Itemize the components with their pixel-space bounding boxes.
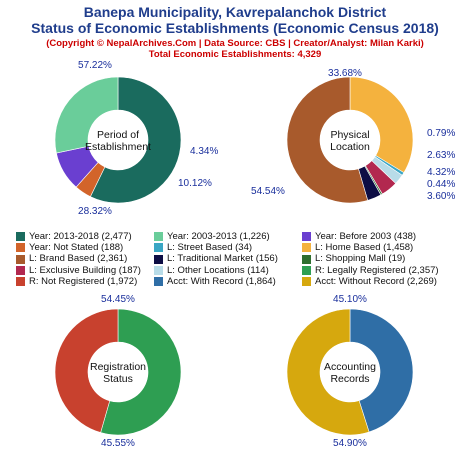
legend-label: L: Shopping Mall (19) (315, 253, 406, 265)
donut-hole (88, 342, 148, 402)
legend-item: L: Traditional Market (156) (154, 253, 302, 264)
legend-item: Year: Before 2003 (438) (302, 231, 470, 242)
legend-swatch (302, 276, 311, 286)
legend-swatch (302, 243, 311, 253)
legend-swatch (16, 254, 25, 264)
legend-swatch (154, 232, 163, 242)
donut-hole (320, 110, 380, 170)
legend-swatch (302, 254, 311, 264)
legend-swatch (16, 265, 25, 275)
title-line-2: Status of Economic Establishments (Econo… (31, 20, 439, 36)
legend-item: L: Other Locations (114) (154, 265, 302, 276)
legend-label: Year: Before 2003 (438) (315, 231, 417, 242)
slice-percent-label: 10.12% (178, 178, 212, 189)
legend-item: Acct: Without Record (2,269) (302, 276, 470, 287)
legend-label: Year: 2003-2013 (1,226) (167, 231, 270, 242)
slice-percent-label: 4.34% (190, 146, 218, 157)
legend-item: Acct: With Record (1,864) (154, 276, 302, 287)
donut-center-title: Establishment (85, 141, 151, 153)
legend-label: L: Brand Based (2,361) (29, 253, 128, 265)
legend-label: L: Traditional Market (156) (167, 253, 278, 265)
legend-swatch (302, 232, 311, 242)
legend-label: L: Exclusive Building (187) (29, 264, 141, 276)
slice-percent-label: 45.55% (101, 438, 135, 449)
legend-label: R: Not Registered (1,972) (29, 275, 138, 287)
donut-hole (88, 110, 148, 170)
legend-swatch (154, 254, 163, 264)
legend-swatch (16, 232, 25, 242)
donut-center-title: Period of (97, 129, 139, 141)
copyright-line: (Copyright © NepalArchives.Com | Data So… (46, 38, 424, 49)
legend-label: L: Other Locations (114) (167, 264, 269, 276)
legend-swatch (302, 265, 311, 275)
legend-item: R: Not Registered (1,972) (16, 276, 154, 287)
slice-percent-label: 28.32% (78, 206, 112, 217)
legend-label: L: Street Based (34) (167, 242, 253, 254)
legend-item: Year: 2003-2013 (1,226) (154, 231, 302, 242)
donut-center-title: Accounting (324, 361, 376, 373)
donut-center-title: Registration (90, 361, 146, 373)
legend-label: Acct: With Record (1,864) (167, 275, 276, 287)
donut-center-title: Status (103, 373, 133, 385)
legend-label: Year: Not Stated (188) (29, 242, 124, 254)
slice-percent-label: 4.32% (427, 167, 455, 178)
legend-item: L: Home Based (1,458) (302, 242, 470, 253)
donut-center-title: Physical (330, 129, 369, 141)
legend-label: Acct: Without Record (2,269) (315, 275, 437, 287)
total-line: Total Economic Establishments: 4,329 (148, 49, 322, 60)
title-line-1: Banepa Municipality, Kavrepalanchok Dist… (83, 4, 387, 20)
slice-percent-label: 54.90% (333, 438, 367, 449)
legend-swatch (16, 276, 25, 286)
slice-percent-label: 2.63% (427, 150, 455, 161)
donut-center-title: Location (330, 141, 370, 153)
legend-item: Year: 2013-2018 (2,477) (16, 231, 154, 242)
slice-percent-label: 33.68% (328, 68, 362, 79)
legend-swatch (154, 276, 163, 286)
legend: Year: 2013-2018 (2,477) Year: 2003-2013 (… (16, 231, 470, 287)
legend-swatch (154, 265, 163, 275)
legend-item: Year: Not Stated (188) (16, 242, 154, 253)
legend-label: L: Home Based (1,458) (315, 242, 414, 254)
legend-item: L: Exclusive Building (187) (16, 265, 154, 276)
slice-percent-label: 3.60% (427, 191, 455, 202)
legend-swatch (154, 243, 163, 253)
legend-label: R: Legally Registered (2,357) (315, 264, 439, 276)
legend-item: L: Brand Based (2,361) (16, 253, 154, 264)
legend-item: L: Shopping Mall (19) (302, 253, 470, 264)
legend-swatch (16, 243, 25, 253)
slice-percent-label: 54.45% (101, 294, 135, 305)
legend-item: L: Street Based (34) (154, 242, 302, 253)
donut-center-title: Records (330, 373, 369, 385)
slice-percent-label: 0.44% (427, 179, 455, 190)
slice-percent-label: 45.10% (333, 294, 367, 305)
slice-percent-label: 57.22% (78, 60, 112, 71)
legend-item: R: Legally Registered (2,357) (302, 265, 470, 276)
slice-percent-label: 54.54% (251, 186, 285, 197)
donut-hole (320, 342, 380, 402)
legend-label: Year: 2013-2018 (2,477) (29, 231, 132, 242)
slice-percent-label: 0.79% (427, 128, 455, 139)
